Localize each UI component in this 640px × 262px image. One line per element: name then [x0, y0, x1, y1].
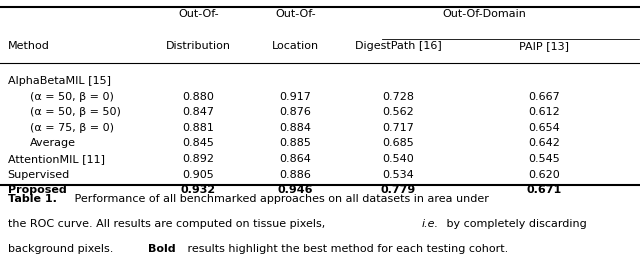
Text: Method: Method — [8, 41, 49, 51]
Text: PAIP [13]: PAIP [13] — [519, 41, 569, 51]
Text: Average: Average — [30, 138, 76, 148]
Text: Out-Of-: Out-Of- — [275, 9, 316, 19]
Text: 0.540: 0.540 — [382, 154, 414, 164]
Text: 0.886: 0.886 — [280, 170, 312, 179]
Text: 0.654: 0.654 — [528, 123, 560, 133]
Text: Distribution: Distribution — [166, 41, 231, 51]
Text: 0.881: 0.881 — [182, 123, 214, 133]
Text: (α = 75, β = 0): (α = 75, β = 0) — [30, 123, 114, 133]
Text: AttentionMIL [11]: AttentionMIL [11] — [8, 154, 105, 164]
Text: 0.847: 0.847 — [182, 107, 214, 117]
Text: 0.779: 0.779 — [380, 185, 416, 195]
Text: 0.534: 0.534 — [382, 170, 414, 179]
Text: 0.905: 0.905 — [182, 170, 214, 179]
Text: Proposed: Proposed — [8, 185, 67, 195]
Text: 0.620: 0.620 — [528, 170, 560, 179]
Text: 0.932: 0.932 — [181, 185, 216, 195]
Text: 0.545: 0.545 — [528, 154, 560, 164]
Text: Supervised: Supervised — [8, 170, 70, 179]
Text: 0.667: 0.667 — [528, 92, 560, 102]
Text: 0.892: 0.892 — [182, 154, 214, 164]
Text: 0.642: 0.642 — [528, 138, 560, 148]
Text: 0.845: 0.845 — [182, 138, 214, 148]
Text: 0.884: 0.884 — [280, 123, 312, 133]
Text: i.e.: i.e. — [422, 219, 438, 229]
Text: 0.880: 0.880 — [182, 92, 214, 102]
Text: results highlight the best method for each testing cohort.: results highlight the best method for ea… — [184, 244, 508, 254]
Text: DigestPath [16]: DigestPath [16] — [355, 41, 442, 51]
Text: Bold: Bold — [148, 244, 176, 254]
Text: Performance of all benchmarked approaches on all datasets in area under: Performance of all benchmarked approache… — [71, 194, 488, 204]
Text: 0.717: 0.717 — [382, 123, 414, 133]
Text: by completely discarding: by completely discarding — [444, 219, 588, 229]
Text: 0.728: 0.728 — [382, 92, 414, 102]
Text: background pixels.: background pixels. — [8, 244, 116, 254]
Text: Out-Of-Domain: Out-Of-Domain — [442, 9, 526, 19]
Text: Table 1.: Table 1. — [8, 194, 56, 204]
Text: 0.612: 0.612 — [528, 107, 560, 117]
Text: (α = 50, β = 50): (α = 50, β = 50) — [30, 107, 121, 117]
Text: 0.671: 0.671 — [526, 185, 562, 195]
Text: AlphaBetaMIL [15]: AlphaBetaMIL [15] — [8, 76, 111, 86]
Text: 0.685: 0.685 — [382, 138, 414, 148]
Text: 0.946: 0.946 — [278, 185, 314, 195]
Text: 0.917: 0.917 — [280, 92, 312, 102]
Text: Location: Location — [272, 41, 319, 51]
Text: (α = 50, β = 0): (α = 50, β = 0) — [30, 92, 114, 102]
Text: the ROC curve. All results are computed on tissue pixels,: the ROC curve. All results are computed … — [8, 219, 328, 229]
Text: 0.876: 0.876 — [280, 107, 312, 117]
Text: 0.864: 0.864 — [280, 154, 312, 164]
Text: 0.885: 0.885 — [280, 138, 312, 148]
Text: Out-Of-: Out-Of- — [178, 9, 219, 19]
Text: 0.562: 0.562 — [382, 107, 414, 117]
